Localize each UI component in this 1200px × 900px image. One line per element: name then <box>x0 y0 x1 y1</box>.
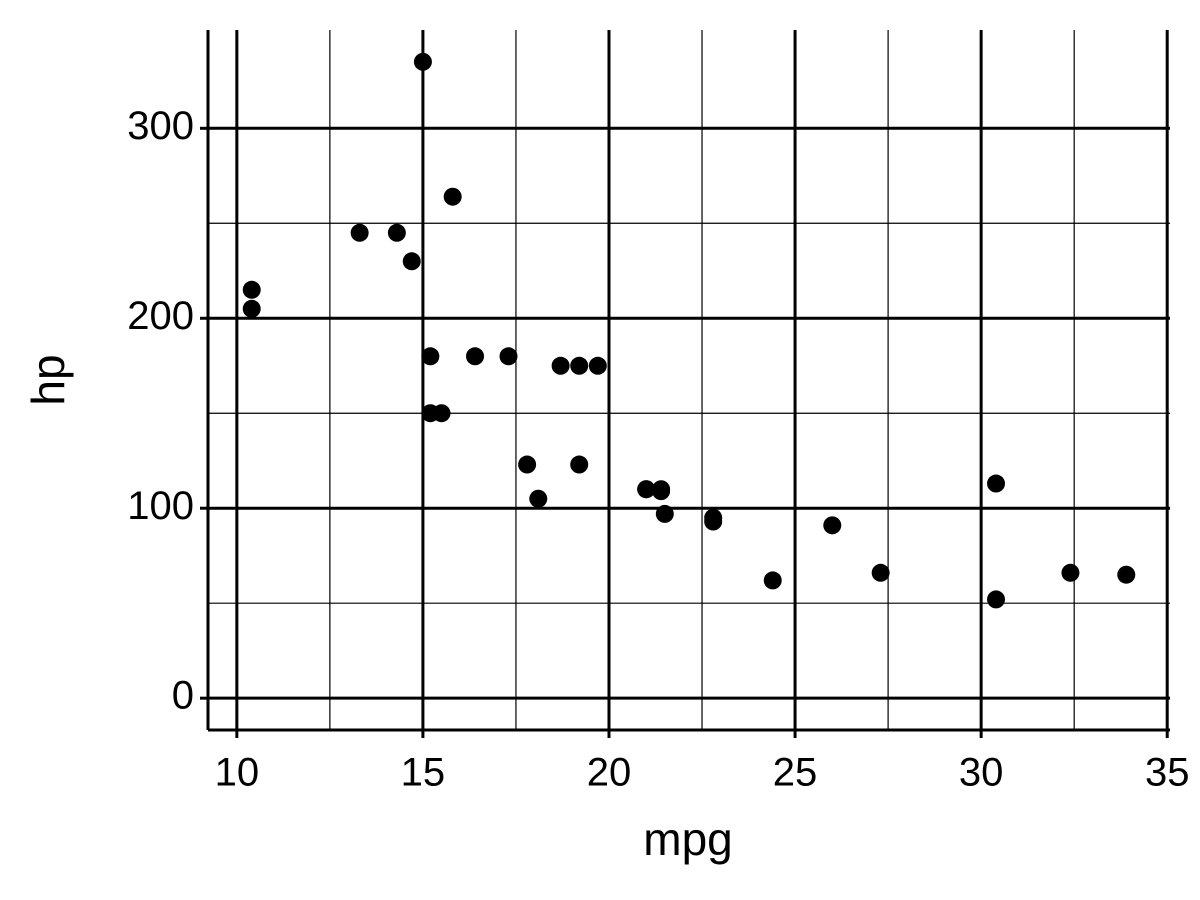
point <box>570 356 589 375</box>
point <box>704 508 723 527</box>
point <box>987 474 1006 493</box>
x-tick-label: 30 <box>959 751 1004 795</box>
point <box>551 356 570 375</box>
point <box>242 299 261 318</box>
y-tick-label: 100 <box>127 484 194 528</box>
x-tick-label: 35 <box>1145 751 1190 795</box>
point <box>1117 565 1136 584</box>
point <box>570 455 589 474</box>
y-tick-label: 200 <box>127 294 194 338</box>
x-axis-title: mpg <box>643 813 732 865</box>
point <box>350 223 369 242</box>
x-tick-label: 20 <box>587 751 632 795</box>
x-tick-label: 10 <box>215 751 260 795</box>
point <box>242 280 261 299</box>
point <box>413 52 432 71</box>
point <box>387 223 406 242</box>
x-tick-label: 15 <box>401 751 446 795</box>
point <box>499 347 518 366</box>
point <box>402 252 421 271</box>
point <box>466 347 485 366</box>
point <box>518 455 537 474</box>
point <box>763 571 782 590</box>
y-tick-label: 0 <box>172 674 194 718</box>
point <box>529 489 548 508</box>
point <box>637 480 656 499</box>
point <box>421 347 440 366</box>
point <box>1061 563 1080 582</box>
point <box>421 404 440 423</box>
y-axis-title: hp <box>22 354 74 405</box>
point <box>652 482 671 501</box>
x-tick-label: 25 <box>773 751 818 795</box>
point <box>823 516 842 535</box>
y-tick-label: 300 <box>127 104 194 148</box>
point <box>655 504 674 523</box>
point <box>987 590 1006 609</box>
point <box>871 563 890 582</box>
point <box>443 187 462 206</box>
point <box>588 356 607 375</box>
